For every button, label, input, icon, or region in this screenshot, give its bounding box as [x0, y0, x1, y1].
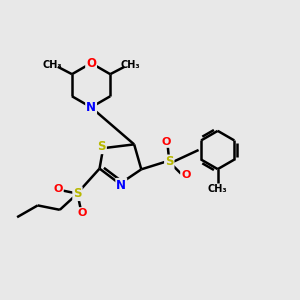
Text: O: O: [162, 137, 171, 147]
Text: N: N: [86, 101, 96, 114]
Text: O: O: [53, 184, 63, 194]
Text: CH₃: CH₃: [42, 60, 62, 70]
Text: N: N: [116, 179, 126, 192]
Text: CH₃: CH₃: [120, 60, 140, 70]
Text: O: O: [181, 170, 190, 180]
Text: O: O: [77, 208, 87, 218]
Text: S: S: [98, 140, 106, 153]
Text: S: S: [165, 155, 173, 169]
Text: O: O: [86, 57, 96, 70]
Text: S: S: [73, 187, 82, 200]
Text: CH₃: CH₃: [208, 184, 227, 194]
